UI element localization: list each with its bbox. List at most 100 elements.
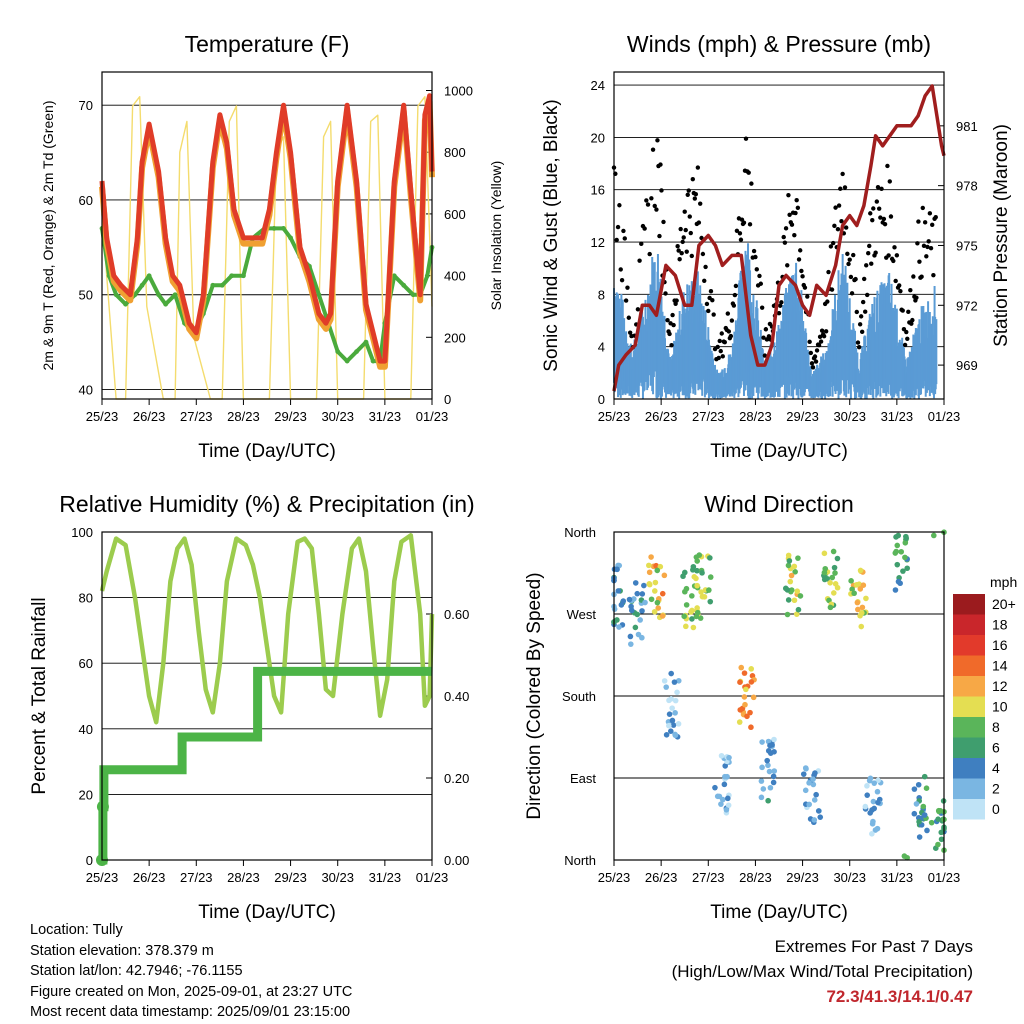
gust-point — [700, 251, 706, 257]
gust-point — [710, 298, 715, 303]
direction-point — [698, 589, 704, 595]
gust-point — [692, 196, 698, 201]
direction-point — [689, 616, 695, 622]
direction-point — [741, 694, 748, 700]
direction-point — [938, 836, 945, 843]
direction-point — [802, 787, 809, 794]
direction-point — [766, 768, 773, 775]
gust-point — [818, 339, 824, 344]
direction-point — [785, 562, 792, 569]
direction-point — [916, 818, 922, 825]
gust-point — [854, 309, 859, 315]
gust-point — [845, 251, 850, 257]
gust-point — [831, 240, 836, 246]
y-tick-label: 4 — [598, 340, 605, 355]
dewpoint-point — [363, 339, 369, 345]
gust-point — [798, 248, 803, 253]
gust-point — [843, 225, 849, 230]
x-tick-label: 31/23 — [369, 870, 402, 885]
direction-point — [827, 580, 833, 586]
x-tick-label: 28/23 — [227, 870, 260, 885]
direction-point — [786, 558, 793, 564]
direction-point — [770, 773, 777, 780]
gust-point — [719, 331, 724, 336]
gust-point — [786, 192, 791, 198]
direction-point — [646, 569, 653, 576]
gust-point — [840, 171, 845, 177]
direction-point — [694, 558, 701, 564]
station-info: Location: Tully Station elevation: 378.3… — [30, 920, 352, 1023]
gust-point — [657, 233, 662, 239]
y-tick-label: 0 — [598, 392, 605, 407]
x-tick-label: 29/23 — [274, 409, 307, 424]
gust-point — [720, 354, 725, 359]
right-tick-label: 0.20 — [444, 771, 469, 786]
gust-point — [661, 219, 666, 225]
x-tick-label: 28/23 — [227, 409, 260, 424]
direction-point — [689, 593, 695, 599]
gust-point — [696, 220, 702, 225]
dewpoint-point — [113, 292, 119, 298]
gust-point — [683, 227, 688, 233]
gust-point — [807, 339, 812, 345]
gust-point — [816, 342, 822, 348]
direction-point — [788, 572, 795, 579]
direction-point — [659, 590, 666, 597]
right-tick-label: 0 — [444, 392, 451, 407]
direction-point — [683, 602, 690, 608]
direction-point — [666, 722, 672, 729]
dewpoint-point — [146, 273, 152, 279]
dewpoint-point — [335, 349, 341, 355]
gust-point — [828, 244, 834, 249]
gust-point — [708, 289, 714, 294]
colorbar-unit: mph — [990, 574, 1017, 590]
gust-point — [823, 329, 829, 334]
right-tick-label: 978 — [956, 179, 978, 194]
right-tick-label: 1000 — [444, 84, 473, 99]
direction-point — [691, 574, 698, 580]
dewpoint-point — [229, 273, 235, 279]
direction-point — [723, 806, 730, 813]
plot-frame — [613, 71, 945, 400]
x-tick-label: 29/23 — [274, 870, 307, 885]
gust-point — [891, 258, 896, 264]
direction-point — [915, 781, 922, 788]
gust-point — [933, 214, 938, 220]
direction-point — [875, 799, 881, 806]
gust-point — [821, 333, 827, 339]
gust-point — [900, 308, 905, 313]
direction-point — [832, 581, 839, 587]
dewpoint-point — [123, 301, 128, 307]
x-tick-label: 30/23 — [321, 870, 354, 885]
dewpoint-point — [391, 273, 397, 279]
direction-point — [736, 719, 743, 725]
direction-point — [688, 609, 694, 615]
x-tick-label: 26/23 — [133, 870, 166, 885]
plot-frame — [613, 531, 945, 861]
gust-point — [813, 359, 819, 364]
gust-point — [863, 309, 868, 314]
gust-point — [814, 348, 820, 353]
direction-point — [618, 602, 625, 608]
gust-point — [882, 221, 888, 227]
y-tick-label: 20 — [79, 787, 93, 802]
gust-point — [838, 186, 843, 191]
direction-point — [616, 624, 622, 630]
colorbar-label: 10 — [992, 699, 1008, 715]
gust-point — [809, 361, 815, 366]
right-axis-label: Station Pressure (Maroon) — [991, 124, 1012, 347]
colorbar-label: 8 — [992, 719, 1000, 735]
gust-point — [783, 226, 789, 231]
gust-point — [685, 192, 690, 198]
gust-point — [680, 239, 685, 245]
gust-point — [800, 274, 805, 279]
direction-point — [670, 722, 677, 728]
gust-point — [671, 322, 676, 328]
y-tick-label: 20 — [591, 130, 605, 145]
wind-direction-panel: Wind Direction 25/23 26/23 27/23 28/23 29/23 3… — [524, 491, 1017, 923]
direction-point — [811, 797, 818, 803]
colorbar-label: 6 — [992, 740, 1000, 756]
gust-point — [787, 212, 792, 217]
dewpoint-point — [370, 358, 376, 364]
right-tick-label: 800 — [444, 145, 466, 160]
